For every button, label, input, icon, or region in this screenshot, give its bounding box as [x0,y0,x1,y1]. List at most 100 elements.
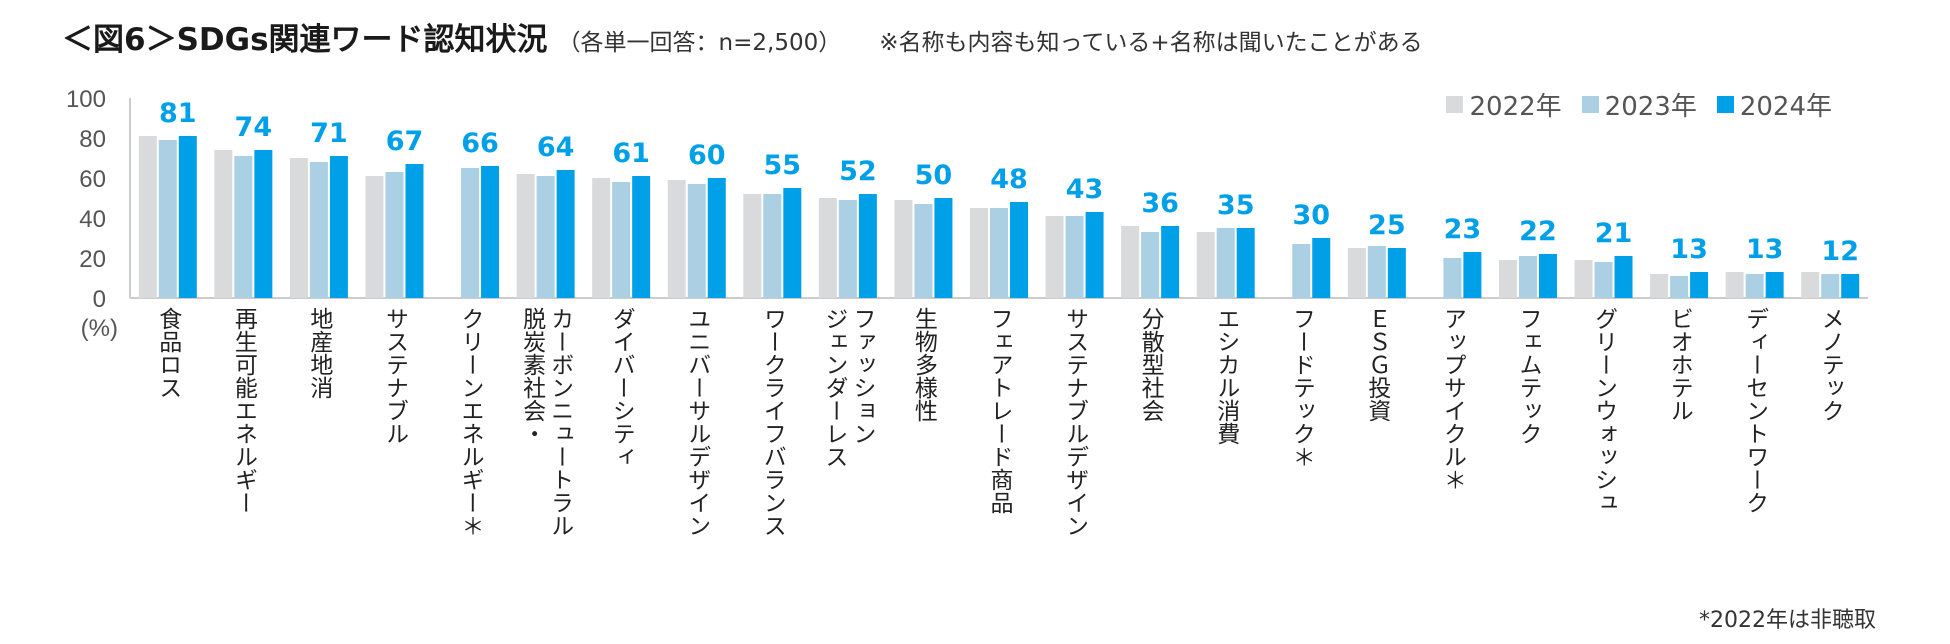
bar-2024年 [1614,256,1633,298]
x-tick-label: エシカル消費 [1213,307,1241,445]
bar-2023年 [234,156,253,298]
title-main: ＜図6＞SDGs関連ワード認知状況 [62,22,548,58]
x-tick-label: サステナブルデザイン [1062,307,1089,537]
bar-2023年 [914,204,933,298]
bar-2023年 [838,200,857,298]
data-label: 22 [1519,216,1557,247]
bar-2022年 [516,174,535,298]
data-label: 81 [159,98,197,129]
bar-2024年 [1765,272,1784,298]
bar-2022年 [1045,216,1064,298]
x-tick-label: ファッション [849,307,875,445]
data-label: 35 [1217,190,1255,221]
x-tick-label: ディーセントワーク [1742,307,1769,514]
data-label: 61 [612,138,650,169]
bar-2022年 [592,178,611,298]
bar-2024年 [934,198,953,298]
bar-2022年 [1801,272,1820,298]
data-label: 13 [1746,234,1784,265]
legend: 2022年 2023年 2024年 [1446,86,1832,123]
chart-title: ＜図6＞SDGs関連ワード認知状況 （各単一回答：n=2,500） ※名称も内容も知… [62,14,1423,59]
x-tick-label: フェアトレード商品 [986,307,1013,514]
data-label: 12 [1821,236,1859,267]
legend-swatch-2024 [1716,96,1734,113]
y-tick-label: 20 [79,246,106,273]
bar-2023年 [385,172,404,298]
bar-2024年 [254,150,273,298]
data-label: 66 [461,128,499,159]
bar-2022年 [970,208,988,298]
bar-2022年 [743,194,762,298]
bar-2024年 [858,194,877,298]
bar-2022年 [667,180,686,298]
data-label: 43 [1066,174,1104,205]
bar-2023年 [536,176,555,298]
bar-2022年 [289,158,308,298]
bar-2023年 [1518,256,1537,298]
data-label: 55 [764,150,802,181]
x-tick-label: ワークライフバランス [759,307,786,537]
x-tick-label: 脱炭素社会・ [519,307,547,445]
title-note: ※名称も内容も知っている+名称は聞いたことがある [879,30,1423,56]
data-label: 50 [915,160,953,191]
legend-label-2024: 2024年 [1739,92,1832,122]
bar-2022年 [894,200,913,298]
y-axis-label: (%) [81,315,118,342]
bar-2023年 [1821,274,1840,298]
legend-item-2024: 2024年 [1716,86,1832,123]
y-tick-label: 100 [66,86,106,113]
x-tick-label: ジェンダーレス [821,307,848,468]
y-tick-label: 0 [93,286,106,313]
bar-2023年 [990,208,1008,298]
bar-2022年 [1650,274,1669,298]
bar-2022年 [1498,260,1517,298]
bar-2024年 [1161,226,1180,298]
bar-2024年 [329,156,348,298]
bar-2024年 [1387,248,1406,298]
data-label: 13 [1670,234,1708,265]
x-tick-label: メノテック [1817,307,1843,422]
bar-2024年 [178,136,197,298]
bar-2023年 [1745,274,1764,298]
x-tick-label: 再生可能エネルギー [230,307,258,514]
x-tick-label: ビオホテル [1666,307,1692,422]
y-tick-label: 40 [79,206,106,233]
bar-2024年 [707,178,726,298]
y-tick-label: 60 [79,166,106,193]
bar-2023年 [1065,216,1084,298]
data-label: 67 [386,126,424,157]
y-tick-label: 80 [79,126,106,153]
data-label: 74 [235,112,273,143]
bar-2022年 [1196,232,1215,298]
x-tick-label: カーボンニュートラル [547,307,574,537]
bar-2022年 [1574,260,1593,298]
legend-swatch-2022 [1446,96,1464,113]
x-tick-label: 生物多様性 [910,307,938,422]
bar-2022年 [365,176,384,298]
x-tick-label: アップサイクル＊ [1439,307,1466,491]
data-label: 25 [1368,210,1406,241]
footnote: *2022年は非聴取 [1699,608,1876,633]
bar-2024年 [1312,238,1331,298]
bar-2023年 [763,194,782,298]
bar-2024年 [783,188,802,298]
bar-2023年 [1443,258,1462,298]
data-label: 36 [1141,188,1179,219]
x-tick-label: フェムテック [1515,307,1542,445]
legend-swatch-2023 [1581,96,1599,113]
x-tick-label: ＥＳＧ投資 [1364,307,1392,422]
bar-2023年 [1292,244,1311,298]
x-tick-label: クリーンエネルギー＊ [457,307,483,537]
bar-2023年 [687,184,706,298]
bar-2024年 [556,170,575,298]
x-tick-label: サステナブル [381,307,408,445]
bar-2022年 [1725,272,1744,298]
data-label: 48 [990,164,1028,195]
legend-item-2023: 2023年 [1581,86,1697,123]
x-tick-label: ダイバーシティ [608,307,635,468]
bar-2023年 [309,162,328,298]
bar-2022年 [138,136,157,298]
data-label: 23 [1444,214,1482,245]
bar-2022年 [1347,248,1366,298]
